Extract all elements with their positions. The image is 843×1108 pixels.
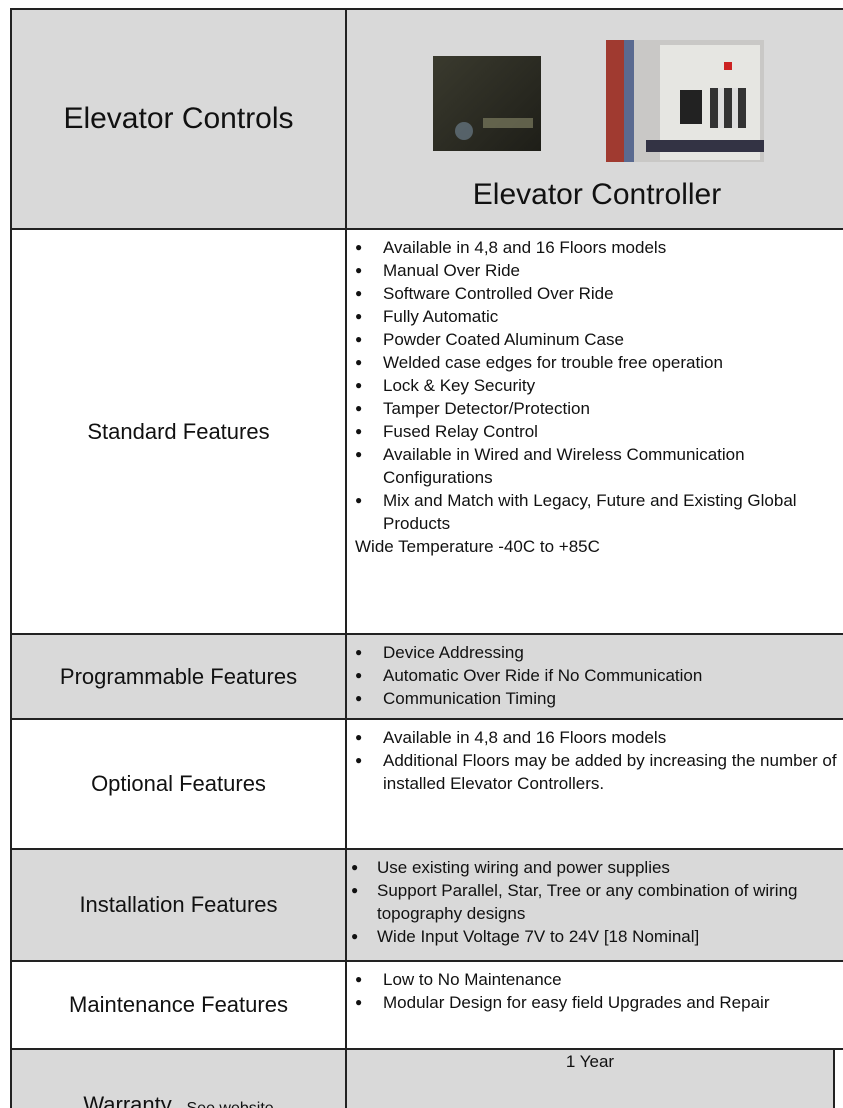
row-content: ● Device Addressing ● Automatic Over Ride i… — [345, 633, 843, 720]
bullet: ● — [355, 972, 363, 986]
item-text: Available in 4,8 and 16 Floors models — [383, 728, 667, 747]
list-item: ● Powder Coated Aluminum Case — [347, 328, 843, 351]
list-item: ● Available in Wired and Wireless Communi… — [347, 443, 843, 489]
bullet: ● — [351, 929, 359, 943]
list-item: ● Modular Design for easy field Upgrades … — [347, 991, 843, 1014]
row-label-text: Installation Features — [79, 892, 278, 917]
installed-image — [606, 40, 764, 162]
row-label: Optional Features — [10, 718, 347, 850]
bullet: ● — [355, 401, 363, 415]
row-content: ● Available in 4,8 and 16 Floors models ● A… — [345, 718, 843, 850]
item-text: Device Addressing — [383, 643, 524, 662]
row-label-text: Maintenance Features — [69, 992, 288, 1017]
bullet: ● — [355, 730, 363, 744]
list-item: ● Mix and Match with Legacy, Future and E… — [347, 489, 843, 535]
bullet: ● — [355, 263, 363, 277]
item-text: Lock & Key Security — [383, 376, 536, 395]
list-item: ● Low to No Maintenance — [347, 968, 843, 991]
item-text: Software Controlled Over Ride — [383, 284, 614, 303]
item-text: Manual Over Ride — [383, 261, 521, 280]
item-text: Available in Wired and Wireless Communic… — [383, 445, 745, 487]
list-item: ● Tamper Detector/Protection — [347, 397, 843, 420]
list-item: ● Support Parallel, Star, Tree or any com… — [347, 879, 843, 925]
list-item: ● Automatic Over Ride if No Communication — [347, 664, 843, 687]
bullet: ● — [355, 753, 363, 767]
row-label-text: Programmable Features — [59, 663, 298, 689]
list-item: ● Lock & Key Security — [347, 374, 843, 397]
product-name: Elevator Controller — [472, 178, 722, 211]
row-content: ● Low to No Maintenance ● Modular Design fo… — [345, 960, 843, 1050]
row-label: Warranty - See website — [10, 1048, 347, 1108]
list-item: ● Use existing wiring and power supplies — [347, 856, 843, 879]
bullet: ● — [355, 309, 363, 323]
item-text: Additional Floors may be added by increa… — [383, 751, 837, 793]
row-note: Wide Temperature -40C to +85C — [355, 537, 600, 556]
row-label: Installation Features — [10, 848, 347, 962]
list-item: ● Welded case edges for trouble free oper… — [347, 351, 843, 374]
product-image — [433, 56, 541, 151]
item-text: Available in 4,8 and 16 Floors models — [383, 238, 667, 257]
bullet: ● — [355, 355, 363, 369]
list-item: ● Fused Relay Control — [347, 420, 843, 443]
bullet: ● — [351, 860, 359, 874]
header-title: Elevator Controls — [10, 8, 347, 230]
row-content: ● Available in 4,8 and 16 Floors models ● M… — [345, 228, 843, 635]
item-text: Support Parallel, Star, Tree or any comb… — [377, 881, 798, 923]
item-text: Communication Timing — [383, 689, 556, 708]
list-item: ● Fully Automatic — [347, 305, 843, 328]
item-text: Use existing wiring and power supplies — [377, 858, 670, 877]
list-item: ● Communication Timing — [347, 687, 843, 710]
list-item: ● Manual Over Ride — [347, 259, 843, 282]
bullet: ● — [355, 447, 363, 461]
item-text: Fused Relay Control — [383, 422, 538, 441]
row-label-text: Optional Features — [91, 771, 266, 796]
item-text: Modular Design for easy field Upgrades a… — [383, 993, 770, 1012]
item-text: Wide Input Voltage 7V to 24V [18 Nominal… — [377, 927, 700, 946]
list-item: ● Wide Input Voltage 7V to 24V [18 Nomina… — [347, 925, 843, 948]
bullet: ● — [355, 493, 363, 507]
bullet: ● — [355, 378, 363, 392]
row-label-note: - See website — [177, 1100, 274, 1108]
bullet: ● — [355, 995, 363, 1009]
item-text: Fully Automatic — [383, 307, 499, 326]
row-label-text: Standard Features — [87, 418, 270, 444]
row-content: ● Use existing wiring and power supplies ●… — [345, 848, 843, 962]
list-item: ● Software Controlled Over Ride — [347, 282, 843, 305]
row-content: 1 Year — [345, 1048, 835, 1108]
bullet: ● — [351, 883, 359, 897]
row-label: Standard Features — [10, 228, 347, 635]
bullet: ● — [355, 332, 363, 346]
bullet: ● — [355, 645, 363, 659]
list-item: ● Available in 4,8 and 16 Floors models — [347, 726, 843, 749]
row-label: Maintenance Features — [10, 960, 347, 1050]
bullet: ● — [355, 424, 363, 438]
item-text: Welded case edges for trouble free opera… — [383, 353, 723, 372]
item-text: Automatic Over Ride if No Communication — [383, 666, 703, 685]
item-text: Powder Coated Aluminum Case — [383, 330, 624, 349]
row-label: Programmable Features — [10, 633, 347, 720]
bullet: ● — [355, 240, 363, 254]
bullet: ● — [355, 691, 363, 705]
item-text: Low to No Maintenance — [383, 970, 562, 989]
bullet: ● — [355, 286, 363, 300]
list-item: ● Available in 4,8 and 16 Floors models — [347, 236, 843, 259]
list-item: ● Device Addressing — [347, 641, 843, 664]
item-text: Mix and Match with Legacy, Future and Ex… — [383, 491, 797, 533]
header-product-cell: Elevator Controller — [345, 8, 843, 230]
list-item: ● Additional Floors may be added by incre… — [347, 749, 843, 795]
item-text: Tamper Detector/Protection — [383, 399, 590, 418]
row-label-text: Warranty — [83, 1092, 172, 1108]
bullet: ● — [355, 668, 363, 682]
row-value: 1 Year — [565, 1052, 615, 1071]
